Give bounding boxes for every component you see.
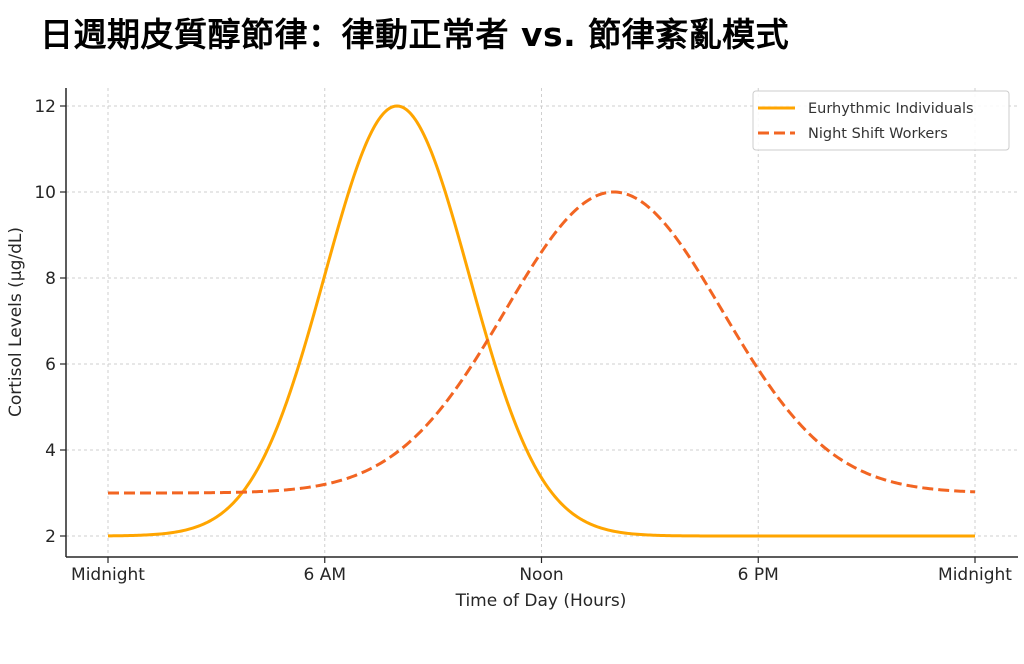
legend-item-night-shift: Night Shift Workers	[758, 126, 948, 142]
y-axis-label: Cortisol Levels (µg/dL)	[6, 227, 26, 417]
x-axis-ticks: Midnight 6 AM Noon 6 PM Midnight	[71, 557, 1012, 585]
y-tick: 4	[45, 441, 66, 461]
x-tick-label: Noon	[519, 565, 563, 585]
y-tick: 12	[34, 97, 66, 117]
y-tick-label: 8	[45, 269, 56, 289]
legend-box	[752, 90, 1010, 151]
x-tick: 6 AM	[303, 557, 346, 585]
legend-label: Night Shift Workers	[808, 126, 948, 142]
x-tick-label: Midnight	[71, 565, 145, 585]
x-tick: Midnight	[71, 557, 145, 585]
x-axis-label: Time of Day (Hours)	[455, 591, 627, 611]
y-tick-label: 10	[34, 183, 56, 203]
night-shift-line	[108, 190, 976, 495]
x-tick-label: 6 AM	[303, 565, 346, 585]
legend-item-eurhythmic: Eurhythmic Individuals	[758, 101, 974, 117]
y-tick-label: 2	[45, 527, 56, 547]
x-tick-label: Midnight	[938, 565, 1012, 585]
y-tick: 2	[45, 527, 66, 547]
y-tick: 8	[45, 269, 66, 289]
chart-title: 日週期皮質醇節律：律動正常者 vs. 節律紊亂模式	[40, 15, 790, 54]
legend-label: Eurhythmic Individuals	[808, 101, 974, 117]
eurhythmic-line	[107, 104, 975, 538]
x-tick: Midnight	[938, 557, 1012, 585]
grid-lines	[66, 88, 1018, 557]
x-tick: Noon	[519, 557, 564, 585]
x-tick: 6 PM	[738, 557, 779, 585]
x-tick-label: 6 PM	[738, 565, 779, 585]
y-tick-label: 6	[45, 355, 56, 375]
data-series	[107, 104, 976, 538]
y-tick-label: 4	[45, 441, 56, 461]
y-tick: 6	[45, 355, 66, 375]
y-axis-ticks: 2 4 6 8 10 12	[34, 97, 66, 547]
y-tick-label: 12	[34, 97, 56, 117]
legend: Eurhythmic Individuals Night Shift Worke…	[752, 90, 1010, 151]
y-tick: 10	[34, 183, 66, 203]
